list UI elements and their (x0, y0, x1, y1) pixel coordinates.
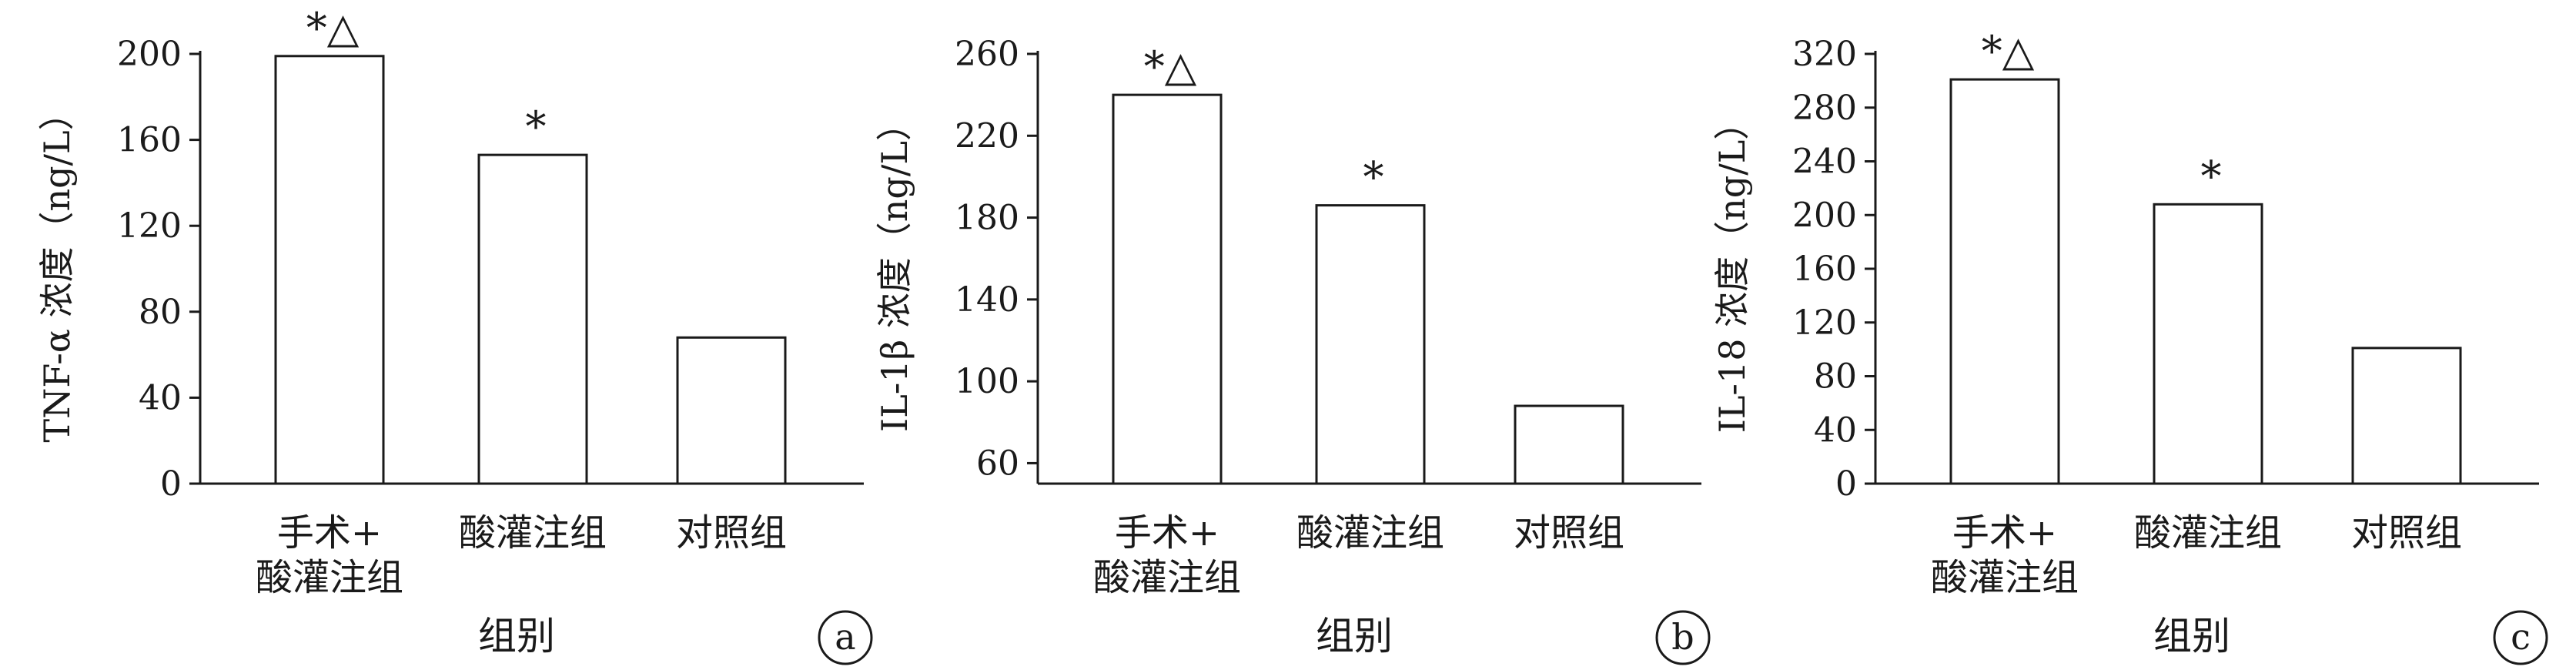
y-axis-title: IL-1β 浓度（ng/L） (874, 106, 915, 432)
significance-marker: * (526, 102, 547, 151)
bar (1514, 404, 1624, 485)
bar (477, 153, 588, 485)
y-tick-label: 60 (976, 444, 1019, 483)
y-axis-title: IL-18 浓度（ng/L） (1711, 105, 1753, 434)
category-label: 酸灌注组 (1093, 556, 1241, 599)
y-tick-label: 160 (1792, 250, 1857, 289)
panel-label: b (1671, 616, 1694, 658)
category-label: 酸灌注组 (459, 511, 607, 554)
y-axis-title: TNF-α 浓度（ng/L） (36, 95, 78, 442)
bar (2351, 347, 2462, 485)
category-label: 酸灌注组 (2134, 511, 2282, 554)
y-tick-label: 80 (139, 293, 182, 332)
x-axis-title: 组别 (2153, 614, 2230, 658)
y-tick-label: 0 (160, 464, 182, 504)
bar (676, 336, 787, 485)
y-tick-label: 40 (1814, 410, 1857, 450)
panel-label: c (2511, 616, 2531, 658)
y-tick-label: 240 (1792, 142, 1857, 182)
significance-marker: * (2201, 152, 2222, 200)
y-tick-label: 280 (1792, 89, 1857, 128)
bar (1315, 204, 1426, 485)
category-label: 对照组 (676, 511, 787, 554)
bar (274, 55, 385, 485)
y-tick-label: 80 (1814, 357, 1857, 397)
category-label: 酸灌注组 (1296, 511, 1444, 554)
category-label: 手术+ (1952, 511, 2057, 554)
category-label: 手术+ (1115, 511, 1219, 554)
category-label: 手术+ (277, 511, 382, 554)
y-tick-label: 180 (955, 199, 1019, 238)
panel-label-circle (2493, 610, 2548, 665)
y-tick-label: 320 (1792, 35, 1857, 74)
category-label: 对照组 (1514, 511, 1624, 554)
y-tick-label: 140 (955, 280, 1019, 320)
y-tick-label: 200 (117, 35, 182, 74)
bar (1112, 93, 1223, 485)
panel-label: a (835, 616, 855, 658)
category-label: 酸灌注组 (256, 556, 403, 599)
y-tick-label: 160 (117, 121, 182, 160)
y-tick-label: 100 (955, 362, 1019, 401)
category-label: 对照组 (2351, 511, 2462, 554)
y-tick-label: 120 (1792, 303, 1857, 343)
y-tick-label: 220 (955, 116, 1019, 156)
significance-marker: *△ (1982, 27, 2035, 75)
y-tick-label: 0 (1835, 464, 1857, 504)
significance-marker: *△ (306, 4, 360, 52)
significance-marker: * (1363, 153, 1384, 202)
panel-label-circle (1655, 610, 1711, 665)
category-label: 酸灌注组 (1931, 556, 2079, 599)
bar (1949, 78, 2060, 485)
bar (2153, 203, 2263, 485)
panel-label-circle (818, 610, 873, 665)
y-tick-label: 260 (955, 35, 1019, 74)
y-tick-label: 40 (139, 378, 182, 417)
y-tick-label: 120 (117, 206, 182, 246)
significance-marker: *△ (1144, 42, 1197, 91)
x-axis-title: 组别 (1316, 614, 1393, 658)
x-axis-title: 组别 (478, 614, 555, 658)
y-tick-label: 200 (1792, 196, 1857, 235)
